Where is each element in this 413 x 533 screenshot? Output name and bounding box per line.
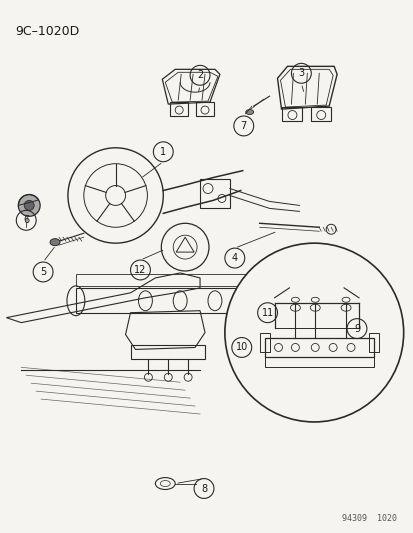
Circle shape — [18, 195, 40, 216]
Circle shape — [24, 200, 34, 211]
Text: 12: 12 — [134, 265, 146, 275]
Text: 10: 10 — [235, 343, 247, 352]
Text: 8: 8 — [200, 483, 206, 494]
Text: 9: 9 — [353, 324, 359, 334]
Ellipse shape — [50, 239, 60, 246]
Text: 6: 6 — [23, 215, 29, 225]
Text: 2: 2 — [197, 70, 203, 80]
Text: 7: 7 — [240, 121, 246, 131]
Text: 3: 3 — [298, 68, 304, 78]
Ellipse shape — [245, 110, 253, 115]
Text: 4: 4 — [231, 253, 237, 263]
Text: 94309  1020: 94309 1020 — [341, 514, 396, 523]
Circle shape — [224, 243, 403, 422]
Text: 5: 5 — [40, 267, 46, 277]
Text: 1: 1 — [160, 147, 166, 157]
Text: 11: 11 — [261, 308, 273, 318]
Text: 9C–1020D: 9C–1020D — [15, 25, 79, 38]
